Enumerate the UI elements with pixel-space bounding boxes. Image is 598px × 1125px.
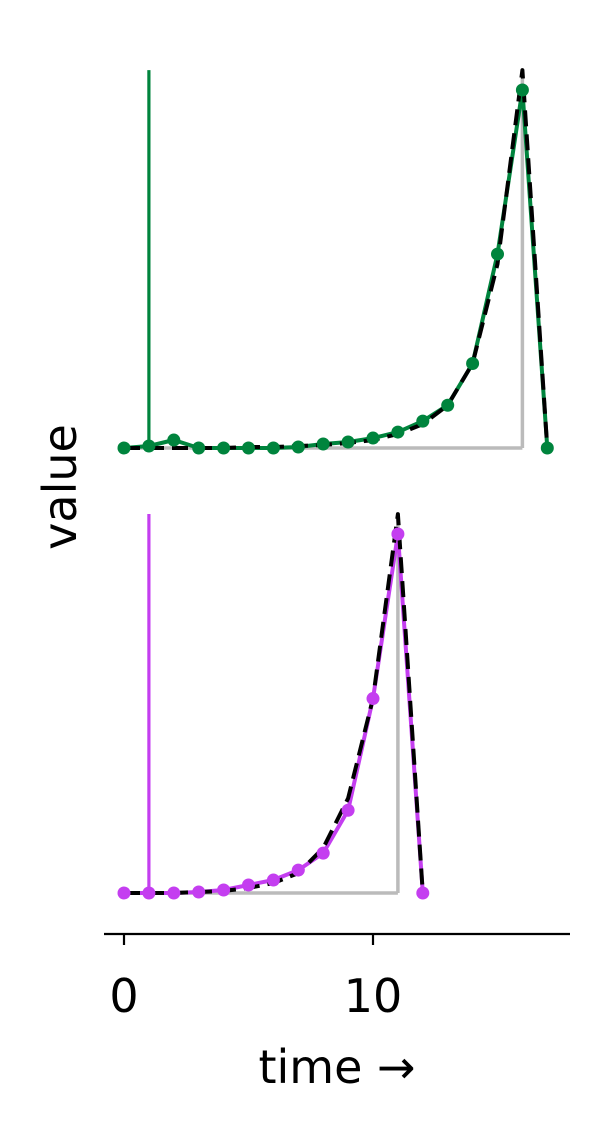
top-data-line: [123, 88, 550, 450]
top-data-point: [291, 440, 305, 454]
bottom-data-point: [416, 886, 430, 900]
top-data-point: [341, 435, 355, 449]
top-data-point: [491, 247, 504, 261]
top-data-point: [540, 441, 554, 455]
bottom-data-point: [217, 883, 231, 897]
bottom-data-line: [124, 532, 425, 895]
top-data-point: [391, 425, 405, 439]
top-data-point: [515, 83, 529, 97]
top-panel: [117, 68, 554, 455]
top-data-point: [366, 431, 380, 445]
top-fit-line: [124, 68, 550, 450]
bottom-data-point: [117, 886, 131, 900]
top-data-point: [266, 441, 280, 455]
top-data-point: [242, 441, 255, 455]
top-data-point: [167, 433, 181, 447]
top-data-point: [316, 437, 330, 451]
top-data-point: [416, 414, 430, 428]
x-tick-label: 0: [109, 969, 138, 1023]
bottom-fit-line: [124, 512, 425, 895]
top-data-point: [142, 439, 156, 453]
bottom-data-point: [167, 886, 181, 900]
bottom-panel: [117, 512, 430, 900]
bottom-data-point: [142, 886, 156, 900]
bottom-data-point: [291, 863, 305, 877]
bottom-data-point: [391, 527, 405, 541]
top-data-point: [217, 441, 231, 455]
bottom-data-point: [266, 873, 280, 887]
x-axis: 0 10: [104, 932, 570, 1023]
bottom-data-point: [242, 878, 255, 892]
x-axis-label: time →: [258, 1040, 415, 1094]
top-data-point: [192, 441, 206, 455]
y-axis-label: value: [33, 424, 87, 550]
bottom-data-point: [366, 692, 380, 706]
bottom-data-point: [192, 885, 206, 899]
top-data-point: [466, 356, 480, 370]
top-data-point: [117, 441, 131, 455]
bottom-data-point: [341, 803, 355, 817]
bottom-data-point: [316, 846, 330, 860]
x-tick-label: 10: [344, 969, 403, 1023]
top-data-point: [441, 398, 455, 412]
